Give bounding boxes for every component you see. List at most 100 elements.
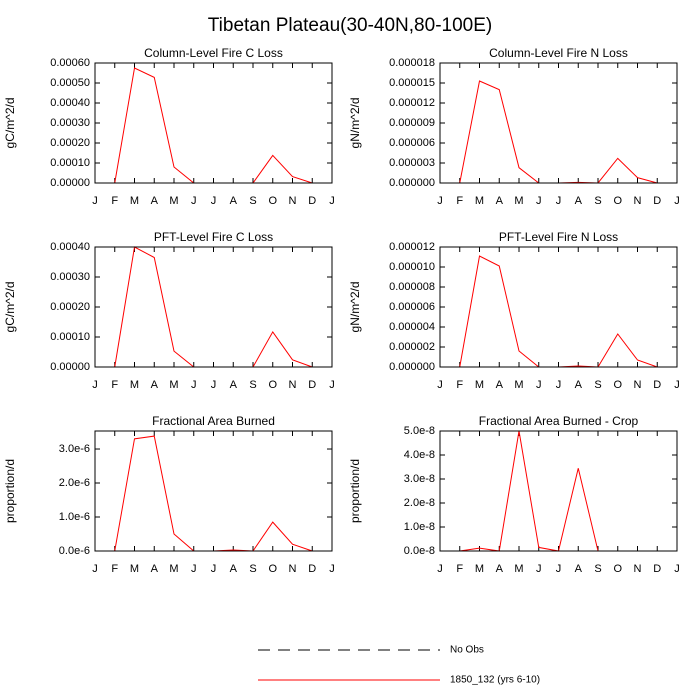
- x-tick-label: J: [329, 379, 335, 391]
- x-tick-label: F: [456, 379, 463, 391]
- y-tick-label: 4.0e-8: [404, 449, 435, 461]
- x-tick-label: M: [475, 195, 484, 207]
- x-tick-label: M: [169, 195, 178, 207]
- data-line: [95, 246, 313, 368]
- x-tick-label: M: [514, 195, 523, 207]
- y-tick-label: 0.000008: [389, 281, 435, 293]
- x-tick-label: S: [249, 563, 256, 575]
- x-tick-label: F: [111, 195, 118, 207]
- x-tick-label: D: [308, 379, 316, 391]
- x-tick-label: D: [308, 195, 316, 207]
- y-tick-label: 0.000012: [389, 97, 435, 109]
- x-tick-label: J: [211, 379, 217, 391]
- y-tick-label: 0.00010: [50, 331, 90, 343]
- y-tick-label: 3.0e-8: [404, 473, 435, 485]
- y-tick-label: 1.0e-6: [59, 511, 90, 523]
- x-tick-label: A: [151, 563, 159, 575]
- x-tick-label: A: [575, 563, 583, 575]
- x-tick-label: N: [634, 563, 642, 575]
- x-tick-label: F: [111, 379, 118, 391]
- x-tick-label: J: [536, 563, 542, 575]
- x-tick-label: J: [437, 195, 443, 207]
- plot-frame: [439, 246, 678, 368]
- x-tick-label: J: [211, 563, 217, 575]
- y-tick-label: 0.000018: [389, 57, 435, 69]
- x-tick-label: J: [556, 563, 562, 575]
- x-tick-label: A: [151, 379, 159, 391]
- x-tick-label: J: [191, 195, 197, 207]
- x-tick-label: O: [268, 379, 277, 391]
- x-tick-label: M: [475, 379, 484, 391]
- x-tick-label: M: [130, 195, 139, 207]
- x-tick-label: J: [211, 195, 217, 207]
- x-tick-label: O: [268, 563, 277, 575]
- x-tick-label: M: [514, 563, 523, 575]
- subplot-title: PFT-Level Fire C Loss: [154, 230, 273, 244]
- y-tick-label: 0.00060: [50, 57, 90, 69]
- figure-title: Tibetan Plateau(30-40N,80-100E): [208, 15, 492, 36]
- x-tick-label: N: [289, 563, 297, 575]
- y-tick-label: 2.0e-8: [404, 497, 435, 509]
- plot-frame: [94, 246, 333, 368]
- x-tick-label: O: [613, 379, 622, 391]
- subplot-title: Column-Level Fire C Loss: [144, 46, 283, 60]
- y-axis-label: gN/m^2/d: [348, 282, 362, 333]
- x-tick-label: J: [437, 379, 443, 391]
- y-tick-label: 0.00020: [50, 137, 90, 149]
- x-tick-label: A: [151, 195, 159, 207]
- y-tick-label: 1.0e-8: [404, 521, 435, 533]
- x-tick-label: A: [496, 195, 504, 207]
- subplot-title: Fractional Area Burned: [152, 414, 275, 428]
- x-tick-label: J: [191, 563, 197, 575]
- y-axis-label: gC/m^2/d: [3, 98, 17, 149]
- x-tick-label: D: [308, 563, 316, 575]
- plot-frame: [94, 62, 333, 184]
- x-tick-label: M: [130, 563, 139, 575]
- y-tick-label: 0.000006: [389, 137, 435, 149]
- y-tick-label: 0.00030: [50, 117, 90, 129]
- x-tick-label: M: [169, 379, 178, 391]
- y-tick-label: 0.000000: [389, 177, 435, 189]
- data-line: [440, 80, 658, 184]
- x-tick-label: J: [674, 379, 680, 391]
- y-axis-label: proportion/d: [3, 459, 17, 523]
- x-tick-label: A: [496, 379, 504, 391]
- x-tick-label: O: [268, 195, 277, 207]
- x-tick-label: M: [169, 563, 178, 575]
- y-tick-label: 0.000009: [389, 117, 435, 129]
- x-tick-label: J: [556, 379, 562, 391]
- x-tick-label: J: [92, 379, 98, 391]
- y-tick-label: 0.00020: [50, 301, 90, 313]
- y-tick-label: 0.000006: [389, 301, 435, 313]
- x-tick-label: J: [329, 195, 335, 207]
- y-tick-label: 0.000004: [389, 321, 435, 333]
- y-tick-label: 0.000010: [389, 261, 435, 273]
- data-line: [95, 67, 313, 184]
- y-tick-label: 2.0e-6: [59, 477, 90, 489]
- y-tick-label: 5.0e-8: [404, 425, 435, 437]
- x-tick-label: N: [634, 379, 642, 391]
- y-tick-label: 0.000000: [389, 361, 435, 373]
- plot-frame: [439, 430, 678, 552]
- x-tick-label: M: [514, 379, 523, 391]
- x-tick-label: S: [249, 195, 256, 207]
- y-tick-label: 0.00050: [50, 77, 90, 89]
- y-tick-label: 0.00040: [50, 97, 90, 109]
- y-tick-label: 0.0e-6: [59, 545, 90, 557]
- y-tick-label: 0.00000: [50, 361, 90, 373]
- plot-frame: [439, 62, 678, 184]
- y-tick-label: 0.00030: [50, 271, 90, 283]
- x-tick-label: J: [92, 563, 98, 575]
- x-tick-label: O: [613, 563, 622, 575]
- y-tick-label: 0.000012: [389, 241, 435, 253]
- x-tick-label: J: [191, 379, 197, 391]
- legend-label: 1850_132 (yrs 6-10): [450, 675, 540, 686]
- data-line: [440, 430, 658, 552]
- plot-frame: [94, 430, 333, 552]
- x-tick-label: F: [456, 563, 463, 575]
- x-tick-label: A: [230, 195, 238, 207]
- x-tick-label: F: [111, 563, 118, 575]
- subplot-title: Column-Level Fire N Loss: [489, 46, 628, 60]
- y-tick-label: 0.000015: [389, 77, 435, 89]
